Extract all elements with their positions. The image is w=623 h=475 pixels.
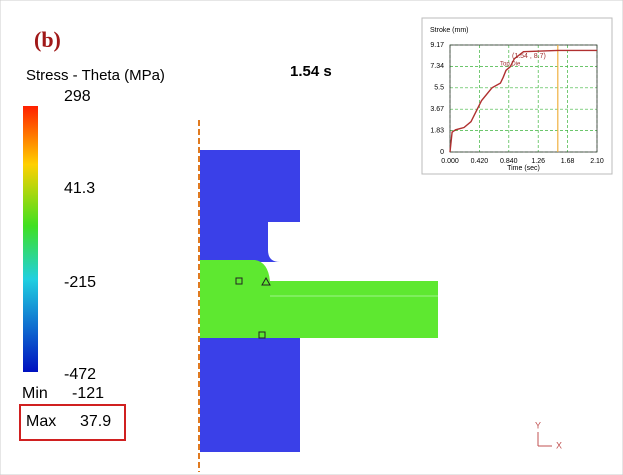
x-tick-label: 1.26: [531, 158, 545, 165]
time-label: 1.54 s: [290, 63, 332, 80]
y-tick-label: 7.34: [430, 63, 444, 70]
min-value: -121: [72, 385, 104, 402]
x-tick-label: 2.10: [590, 158, 604, 165]
colorbar: [23, 106, 38, 372]
y-tick-label: 3.67: [430, 106, 444, 113]
annotation: Top Die: [500, 62, 521, 68]
y-tick-label: 9.17: [430, 42, 444, 49]
y-tick-label: 1.83: [430, 127, 444, 134]
max-label: Max: [26, 413, 56, 430]
figure-label: (b): [34, 27, 61, 52]
level-label: 298: [64, 88, 91, 105]
min-label: Min: [22, 385, 48, 402]
level-label: -215: [64, 274, 96, 291]
annotation: (1.54 , 8.7): [512, 53, 546, 60]
y-tick-label: 0: [440, 149, 444, 156]
lower-die: [200, 338, 300, 452]
level-label: -472: [64, 366, 96, 383]
inset-title: Stroke (mm): [430, 27, 469, 34]
max-value: 37.9: [80, 413, 111, 430]
inset-chart: 0 1.83 3.67 5.5 7.34 9.17 0.000 0.420 0.840 1.26 1…: [422, 18, 612, 174]
inset-x-label: Time (sec): [507, 165, 540, 172]
triad-x-label: X: [556, 440, 562, 450]
x-tick-label: 0.840: [500, 158, 518, 165]
figure: (b) Stress - Theta (MPa) 1.54 s 298 41.3…: [0, 0, 623, 475]
y-tick-label: 5.5: [434, 85, 444, 92]
x-tick-label: 0.000: [441, 158, 459, 165]
x-tick-label: 0.420: [471, 158, 489, 165]
x-tick-label: 1.68: [561, 158, 575, 165]
triad-y-label: Y: [535, 420, 541, 430]
legend-title: Stress - Theta (MPa): [26, 67, 165, 84]
level-label: 41.3: [64, 180, 95, 197]
